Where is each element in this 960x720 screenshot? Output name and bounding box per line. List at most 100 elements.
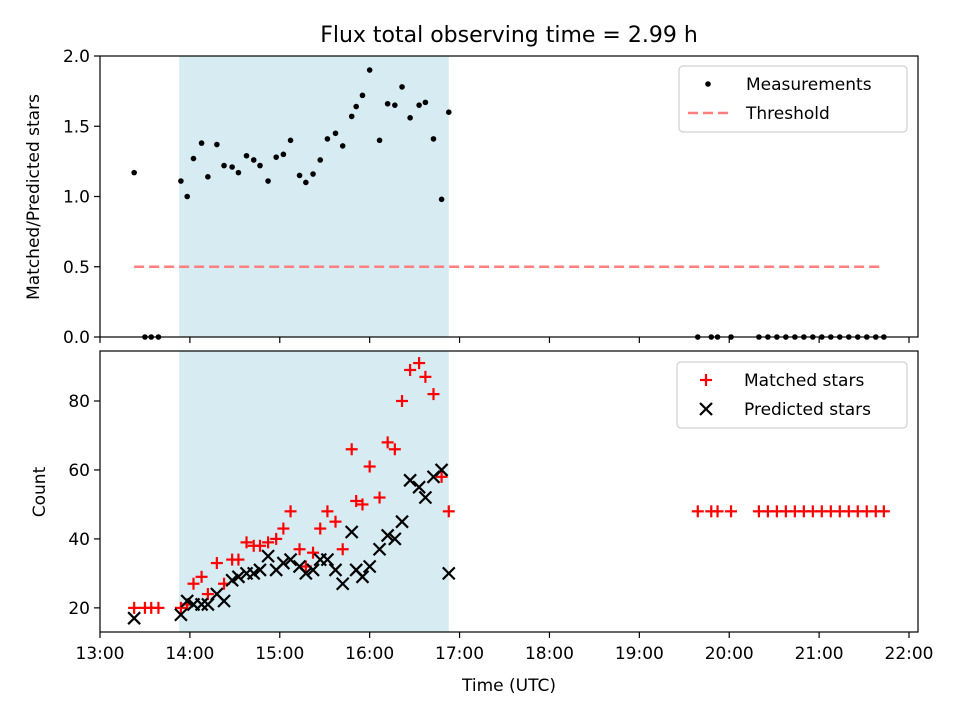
matched-star-point: [427, 388, 440, 401]
measurement-point: [243, 152, 250, 159]
top-y-ticks: 0.0 0.5 1.0 1.5 2.0: [63, 47, 100, 348]
predicted-star-point: [261, 549, 275, 563]
top-y-axis-label: Matched/Predicted stars: [24, 94, 44, 300]
x-tick-label: 14:00: [165, 644, 214, 664]
matched-star-point: [293, 543, 306, 556]
measurement-point: [184, 193, 190, 200]
matched-star-point: [711, 505, 724, 518]
measurement-point: [445, 109, 452, 115]
matched-star-point: [307, 546, 320, 559]
predicted-star-point: [418, 490, 433, 505]
matched-star-point: [254, 539, 267, 552]
legend-plus-glyph: [700, 374, 712, 386]
measurement-point: [273, 154, 279, 160]
matched-star-point: [419, 370, 432, 383]
measurement-point: [332, 130, 339, 137]
measurement-point: [422, 99, 429, 106]
measurement-point: [229, 164, 235, 170]
legend-measurements-label: Measurements: [746, 75, 872, 95]
matched-stars-points: [128, 357, 890, 614]
matched-star-point: [329, 515, 342, 528]
bottom-legend: Matched stars Predicted stars: [676, 361, 908, 429]
measurement-point: [416, 102, 422, 108]
matched-star-point: [373, 491, 386, 504]
predicted-star-point: [344, 525, 359, 539]
measurement-point: [265, 178, 271, 184]
matched-star-point: [128, 601, 141, 614]
legend-predicted-marker: [699, 402, 713, 416]
y-tick-label: 1.0: [63, 188, 90, 208]
matched-star-point: [345, 443, 358, 456]
chart-title: Flux total observing time = 2.99 h: [320, 23, 698, 48]
measurement-point: [287, 137, 294, 144]
measurement-point: [178, 178, 184, 184]
measurement-point: [339, 143, 346, 149]
measurement-point: [198, 140, 205, 146]
predicted-star-point: [441, 566, 456, 581]
predicted-star-point: [253, 563, 267, 577]
matched-star-point: [363, 460, 376, 473]
x-axis-label: Time (UTC): [461, 676, 556, 696]
measurement-point: [257, 162, 263, 169]
x-tick-label: 19:00: [615, 644, 664, 664]
measurement-points: [131, 67, 887, 340]
matched-star-point: [314, 522, 327, 535]
matched-star-point: [350, 494, 363, 507]
matched-star-point: [404, 363, 417, 376]
measurement-point: [348, 113, 355, 120]
predicted-star-point: [320, 552, 335, 567]
predicted-star-point: [403, 473, 417, 488]
measurement-point: [131, 169, 137, 176]
x-tick-label: 20:00: [705, 644, 754, 664]
predicted-star-point: [231, 570, 246, 584]
measurement-point: [280, 151, 287, 158]
predicted-star-point: [127, 611, 141, 625]
predicted-star-point: [174, 607, 188, 622]
matched-star-point: [381, 436, 394, 449]
measurement-point: [310, 171, 316, 177]
y-tick-label: 2.0: [63, 47, 90, 67]
y-tick-label: 60: [68, 461, 90, 481]
matched-star-point: [174, 601, 187, 614]
measurement-point: [317, 157, 324, 163]
y-tick-label: 20: [68, 599, 90, 619]
measurement-point: [359, 92, 366, 99]
measurement-point: [384, 100, 391, 107]
measurement-point: [205, 174, 211, 180]
predicted-star-point: [306, 563, 320, 577]
matched-star-point: [413, 357, 426, 370]
legend-measurements-marker: [705, 81, 711, 87]
predicted-star-point: [412, 480, 426, 494]
y-tick-label: 80: [68, 392, 90, 412]
predicted-star-point: [180, 594, 194, 608]
legend-predicted-label: Predicted stars: [744, 400, 871, 420]
measurement-point: [324, 136, 331, 142]
matched-star-point: [195, 570, 208, 583]
predicted-star-point: [434, 463, 449, 477]
matched-star-point: [270, 532, 283, 545]
measurement-point: [235, 169, 242, 176]
y-tick-label: 40: [68, 530, 90, 550]
bottom-axes-frame: [99, 350, 919, 633]
predicted-star-point: [194, 597, 209, 612]
predicted-star-point: [362, 559, 377, 574]
predicted-star-point: [335, 576, 350, 591]
measurement-point: [303, 179, 309, 186]
matched-star-point: [877, 505, 890, 518]
matched-star-point: [210, 557, 223, 570]
predicted-star-point: [380, 528, 395, 543]
x-tick-label: 13:00: [76, 644, 125, 664]
top-axes-frame: [99, 55, 919, 338]
predicted-star-point: [217, 594, 231, 608]
matched-star-point: [388, 443, 401, 456]
matched-star-point: [396, 394, 409, 407]
measurement-point: [407, 115, 413, 121]
x-tick-label: 18:00: [525, 644, 574, 664]
measurement-point: [399, 84, 405, 90]
matched-star-point: [152, 601, 165, 614]
predicted-star-point: [276, 556, 291, 570]
x-tick-label: 21:00: [795, 644, 844, 664]
bottom-y-ticks: 20 40 60 80: [68, 392, 100, 619]
matched-star-point: [356, 498, 369, 511]
